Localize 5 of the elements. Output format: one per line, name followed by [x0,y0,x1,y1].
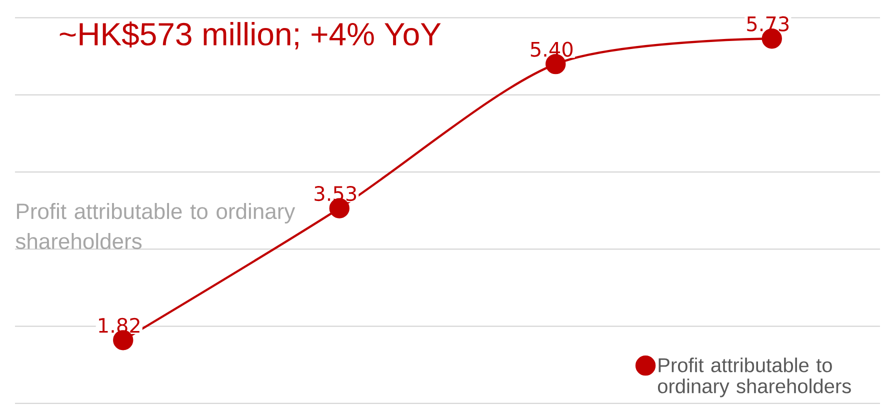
annotation: Profit attributable to ordinary shareholders [16,202,296,250]
annotation: ~HK$573 million; +4% YoY [60,22,441,50]
data-label: 5.73 [747,16,789,32]
legend-label: Profit attributable to ordinary shareholders [658,358,851,398]
data-label: 5.40 [530,42,573,57]
